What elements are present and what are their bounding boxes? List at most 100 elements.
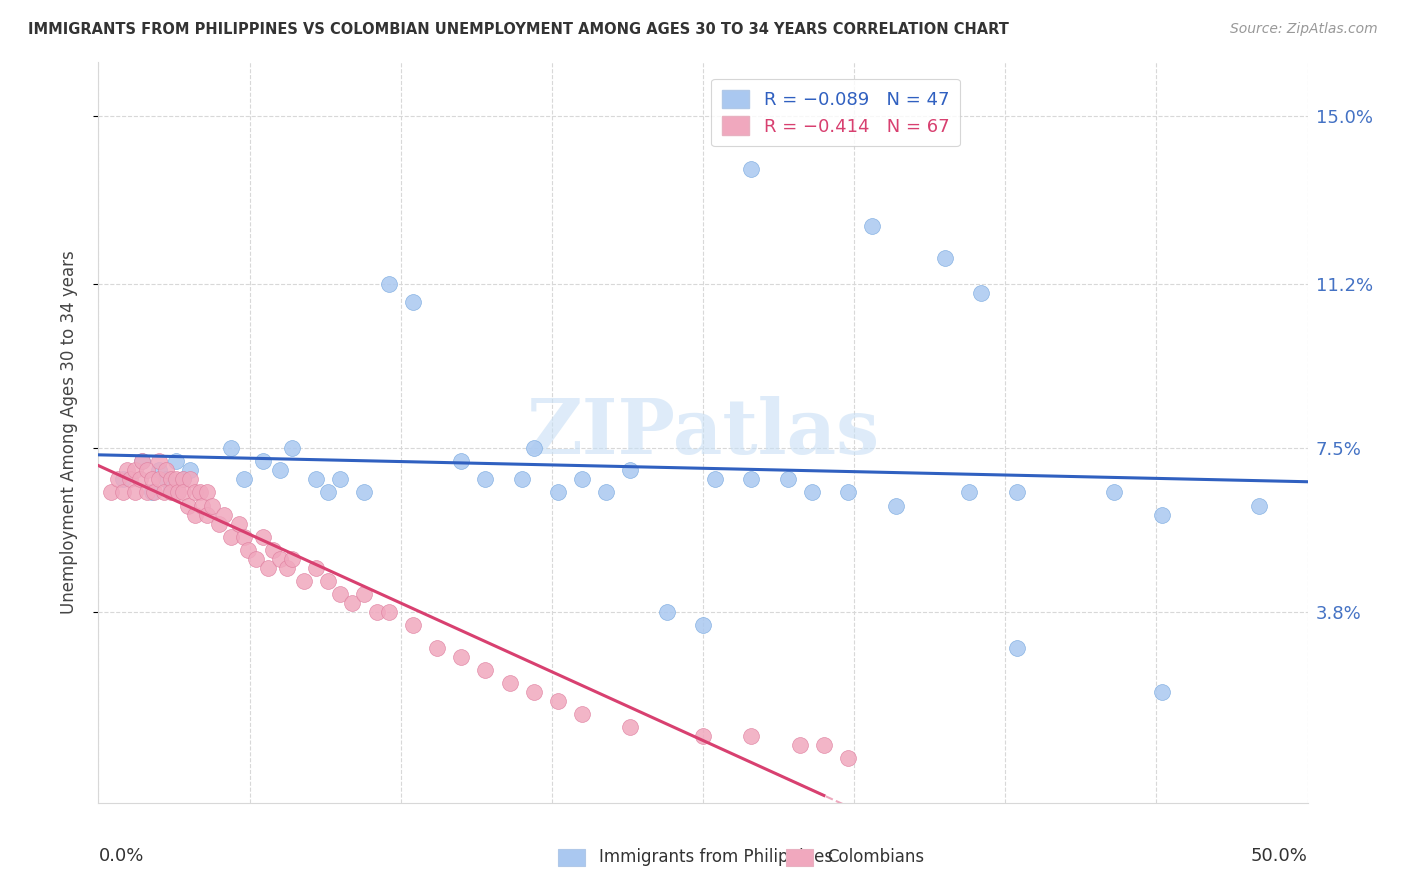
Point [221,530,243,544]
Point [281,441,304,455]
Point [547,694,569,708]
Point [118,472,141,486]
Point [571,707,593,722]
Point [619,463,641,477]
Point [111,472,134,486]
Point [426,640,449,655]
Point [523,685,546,699]
Point [837,485,859,500]
Point [128,472,150,486]
Point [148,454,170,468]
Point [305,561,328,575]
Point [256,561,278,575]
Point [377,605,399,619]
Point [353,587,375,601]
Point [179,472,201,486]
Point [353,485,375,500]
Point [201,499,224,513]
Point [117,463,139,477]
Point [167,485,190,500]
Point [228,516,250,531]
Point [692,618,714,632]
Point [172,485,194,500]
Point [212,508,235,522]
Text: 0.0%: 0.0% [98,847,143,865]
Point [184,508,207,522]
Point [970,285,993,300]
Point [316,485,339,500]
Point [776,472,799,486]
Point [740,161,762,176]
Point [221,441,243,455]
Point [131,454,153,468]
Point [262,543,284,558]
Point [292,574,315,588]
Point [474,663,496,677]
Point [141,472,163,486]
Point [366,605,388,619]
Point [704,472,727,486]
Point [547,485,569,500]
Point [377,277,399,292]
Bar [558,849,585,866]
Point [155,472,177,486]
Point [329,587,352,601]
Point [1152,508,1174,522]
Point [740,729,762,743]
Point [342,596,364,610]
Point [160,481,183,495]
Point [957,485,980,500]
Point [195,508,218,522]
Point [107,472,129,486]
Point [165,472,187,486]
Bar [786,849,813,866]
Point [143,485,166,500]
Point [402,294,425,309]
Point [450,649,472,664]
Point [124,463,146,477]
Point [276,561,298,575]
Point [692,729,714,743]
Y-axis label: Unemployment Among Ages 30 to 34 years: Unemployment Among Ages 30 to 34 years [59,251,77,615]
Text: 50.0%: 50.0% [1251,847,1308,865]
Point [789,738,811,752]
Point [510,472,533,486]
Point [813,738,835,752]
Point [152,485,174,500]
Point [740,472,762,486]
Text: Immigrants from Philippines: Immigrants from Philippines [599,848,834,866]
Text: Colombians: Colombians [828,848,925,866]
Point [498,676,520,690]
Point [195,485,218,500]
Legend: R = −0.089   N = 47, R = −0.414   N = 67: R = −0.089 N = 47, R = −0.414 N = 67 [711,78,960,146]
Point [160,485,183,500]
Text: IMMIGRANTS FROM PHILIPPINES VS COLOMBIAN UNEMPLOYMENT AMONG AGES 30 TO 34 YEARS : IMMIGRANTS FROM PHILIPPINES VS COLOMBIAN… [28,22,1010,37]
Point [141,485,163,500]
Point [886,499,908,513]
Point [281,552,304,566]
Point [474,472,496,486]
Point [329,472,352,486]
Point [252,454,274,468]
Point [135,463,157,477]
Point [179,463,201,477]
Point [269,552,291,566]
Point [571,472,593,486]
Point [148,472,170,486]
Point [860,219,883,234]
Point [402,618,425,632]
Text: ZIPatlas: ZIPatlas [526,396,880,469]
Point [316,574,339,588]
Point [305,472,328,486]
Point [800,485,823,500]
Point [191,499,214,513]
Point [188,485,211,500]
Point [148,463,170,477]
Point [1152,685,1174,699]
Point [252,530,274,544]
Point [100,485,122,500]
Point [1249,499,1271,513]
Point [269,463,291,477]
Point [934,251,956,265]
Point [238,543,260,558]
